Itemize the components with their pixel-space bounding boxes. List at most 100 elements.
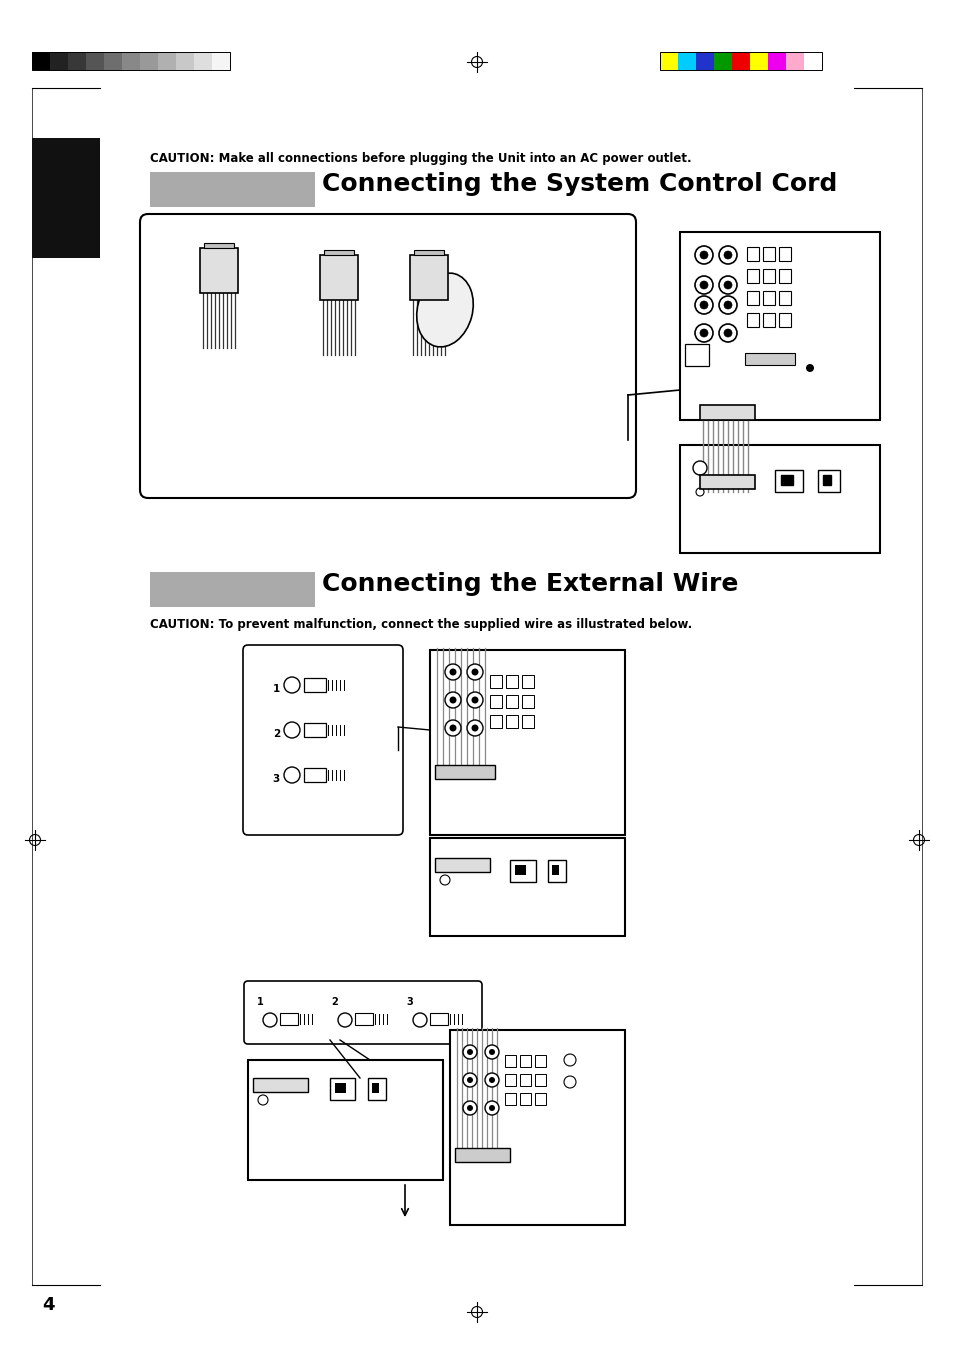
Bar bbox=[212, 53, 230, 70]
Bar bbox=[519, 1093, 531, 1105]
Bar bbox=[504, 1074, 516, 1086]
Bar bbox=[762, 291, 774, 305]
Circle shape bbox=[467, 1077, 473, 1083]
Circle shape bbox=[413, 1013, 427, 1027]
Circle shape bbox=[444, 720, 460, 737]
Bar bbox=[368, 1078, 386, 1099]
Bar bbox=[749, 53, 767, 70]
Bar bbox=[679, 445, 879, 553]
Text: 4: 4 bbox=[42, 1296, 54, 1314]
Bar bbox=[510, 861, 536, 882]
Bar bbox=[32, 53, 50, 70]
Bar bbox=[158, 53, 175, 70]
Circle shape bbox=[471, 669, 478, 676]
Bar bbox=[430, 838, 624, 936]
Circle shape bbox=[723, 251, 731, 259]
Text: 3: 3 bbox=[273, 774, 280, 784]
Bar bbox=[430, 650, 624, 835]
Bar bbox=[200, 248, 237, 293]
Bar bbox=[519, 1074, 531, 1086]
Bar bbox=[521, 695, 534, 708]
Circle shape bbox=[444, 692, 460, 708]
Circle shape bbox=[692, 461, 706, 475]
Circle shape bbox=[719, 295, 737, 314]
Circle shape bbox=[723, 301, 731, 309]
Bar bbox=[822, 475, 830, 486]
Bar bbox=[684, 344, 708, 366]
FancyBboxPatch shape bbox=[140, 214, 636, 498]
Bar bbox=[679, 232, 879, 420]
Circle shape bbox=[471, 724, 478, 731]
Bar bbox=[68, 53, 86, 70]
Bar bbox=[700, 405, 754, 420]
Bar bbox=[32, 53, 230, 70]
Circle shape bbox=[484, 1045, 498, 1059]
Bar bbox=[204, 243, 233, 248]
Bar bbox=[762, 313, 774, 326]
Text: CAUTION: Make all connections before plugging the Unit into an AC power outlet.: CAUTION: Make all connections before plu… bbox=[150, 152, 691, 165]
Bar bbox=[774, 469, 802, 492]
Text: 3: 3 bbox=[406, 997, 413, 1006]
Bar bbox=[762, 268, 774, 283]
Bar bbox=[490, 674, 501, 688]
Bar bbox=[410, 255, 448, 299]
Bar bbox=[304, 768, 326, 782]
Bar bbox=[744, 353, 794, 366]
Bar bbox=[515, 865, 525, 876]
Circle shape bbox=[467, 1105, 473, 1112]
Circle shape bbox=[489, 1077, 495, 1083]
Bar bbox=[280, 1013, 297, 1025]
Bar bbox=[319, 255, 357, 299]
Circle shape bbox=[695, 295, 712, 314]
Circle shape bbox=[467, 664, 482, 680]
Circle shape bbox=[284, 768, 299, 782]
Circle shape bbox=[700, 301, 707, 309]
Bar bbox=[535, 1055, 545, 1067]
Ellipse shape bbox=[416, 272, 473, 347]
Bar bbox=[104, 53, 122, 70]
Text: 2: 2 bbox=[273, 728, 280, 739]
Circle shape bbox=[484, 1101, 498, 1116]
Bar bbox=[521, 674, 534, 688]
Bar bbox=[140, 53, 158, 70]
Bar bbox=[324, 250, 354, 255]
Text: 1: 1 bbox=[256, 997, 263, 1006]
Circle shape bbox=[563, 1054, 576, 1066]
Circle shape bbox=[484, 1072, 498, 1087]
Circle shape bbox=[700, 251, 707, 259]
Circle shape bbox=[467, 1050, 473, 1055]
Bar bbox=[248, 1060, 442, 1180]
Circle shape bbox=[695, 277, 712, 294]
Bar bbox=[779, 247, 790, 260]
Bar bbox=[193, 53, 212, 70]
FancyBboxPatch shape bbox=[243, 645, 402, 835]
Bar bbox=[767, 53, 785, 70]
Bar bbox=[455, 1148, 510, 1161]
Circle shape bbox=[257, 1095, 268, 1105]
Circle shape bbox=[489, 1050, 495, 1055]
Bar bbox=[713, 53, 731, 70]
Bar bbox=[521, 715, 534, 728]
Circle shape bbox=[284, 677, 299, 693]
Circle shape bbox=[263, 1013, 276, 1027]
Bar bbox=[355, 1013, 373, 1025]
Bar bbox=[779, 291, 790, 305]
Bar bbox=[505, 715, 517, 728]
Circle shape bbox=[449, 696, 456, 703]
Bar bbox=[762, 247, 774, 260]
Bar bbox=[779, 313, 790, 326]
Bar bbox=[659, 53, 678, 70]
Circle shape bbox=[696, 488, 703, 496]
Bar bbox=[552, 865, 558, 876]
Bar bbox=[678, 53, 696, 70]
Circle shape bbox=[439, 876, 450, 885]
Bar bbox=[32, 138, 100, 258]
Bar bbox=[175, 53, 193, 70]
Circle shape bbox=[719, 324, 737, 343]
Circle shape bbox=[719, 277, 737, 294]
Bar bbox=[779, 268, 790, 283]
Text: 2: 2 bbox=[332, 997, 338, 1006]
Bar bbox=[122, 53, 140, 70]
Bar bbox=[731, 53, 749, 70]
Bar bbox=[519, 1055, 531, 1067]
